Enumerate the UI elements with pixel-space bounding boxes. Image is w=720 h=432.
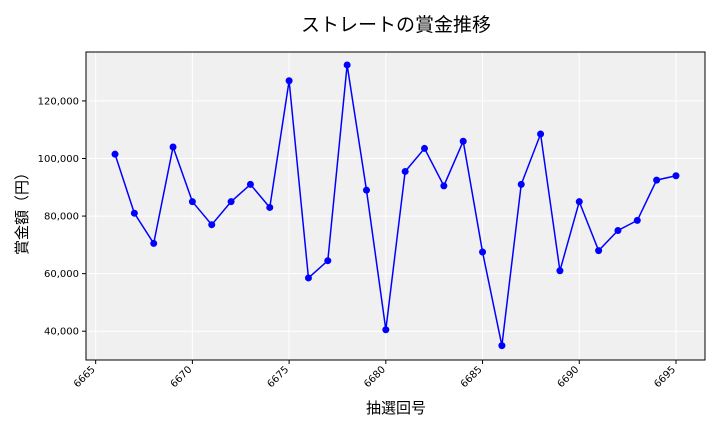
chart-title: ストレートの賞金推移 (301, 14, 491, 36)
y-tick-label: 60,000 (44, 269, 79, 280)
y-tick-label: 80,000 (44, 212, 79, 223)
x-tick-label: 6695 (652, 364, 678, 390)
data-point (246, 180, 254, 188)
data-point (130, 209, 138, 217)
y-axis: 40,000 60,000 80,000 100,000 120,000 (38, 96, 86, 338)
x-tick-label: 6680 (362, 364, 388, 390)
data-point (150, 239, 158, 247)
data-point (575, 198, 583, 206)
x-tick-label: 6665 (72, 364, 98, 390)
data-point (401, 167, 409, 175)
x-axis: 6665 6670 6675 6680 6685 6690 6695 (72, 360, 678, 390)
data-point (227, 198, 235, 206)
plot-area (86, 52, 705, 360)
plot-frame (85, 51, 706, 361)
data-point (537, 130, 545, 138)
y-tick-label: 120,000 (38, 96, 79, 107)
data-point (188, 198, 196, 206)
data-point (614, 226, 622, 234)
data-point (517, 180, 525, 188)
x-tick-label: 6675 (265, 364, 291, 390)
data-point (421, 144, 429, 152)
grid-lines (86, 52, 705, 360)
data-point (343, 61, 351, 69)
y-tick-label: 100,000 (38, 154, 79, 165)
y-tick-label: 40,000 (44, 327, 79, 338)
data-point (111, 150, 119, 158)
data-points (111, 61, 680, 350)
data-point (362, 186, 370, 194)
data-point (653, 176, 661, 184)
data-point (440, 182, 448, 190)
data-point (498, 342, 506, 350)
data-point (556, 267, 564, 275)
data-point (304, 274, 312, 282)
data-point (382, 326, 390, 334)
data-point (208, 221, 216, 229)
data-point (459, 137, 467, 145)
data-point (595, 247, 603, 255)
x-tick-label: 6685 (459, 364, 485, 390)
series-line (114, 64, 677, 346)
data-point (266, 203, 274, 211)
x-axis-label: 抽選回号 (366, 399, 426, 417)
data-point (479, 248, 487, 256)
x-tick-label: 6670 (169, 364, 195, 390)
data-point (169, 143, 177, 151)
y-axis-label: 賞金額（円） (13, 165, 31, 255)
data-point (633, 216, 641, 224)
data-point (285, 77, 293, 85)
x-tick-label: 6690 (556, 364, 582, 390)
data-point (324, 257, 332, 265)
data-point (672, 172, 680, 180)
